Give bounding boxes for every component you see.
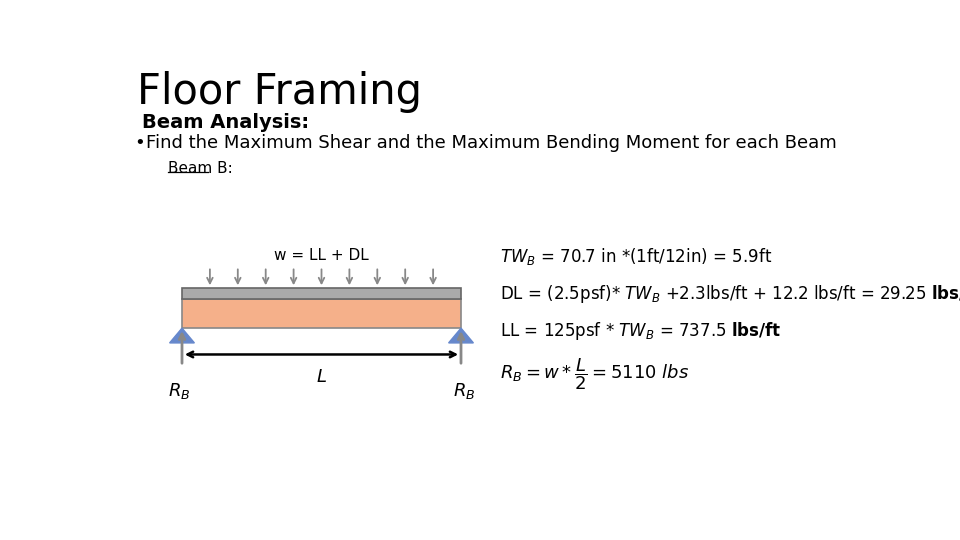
Text: Beam B:: Beam B: [168,161,233,176]
Text: $R_B = w * \dfrac{L}{2} = 5110 \ \it{lbs}$: $R_B = w * \dfrac{L}{2} = 5110 \ \it{lbs… [500,356,689,392]
Text: w = LL + DL: w = LL + DL [275,248,369,262]
Text: $TW_B$ = 70.7 in *(1ft/12in) = 5.9ft: $TW_B$ = 70.7 in *(1ft/12in) = 5.9ft [500,246,772,267]
Text: •: • [134,134,145,152]
Bar [182,299,461,328]
Text: Find the Maximum Shear and the Maximum Bending Moment for each Beam: Find the Maximum Shear and the Maximum B… [146,134,837,152]
Polygon shape [170,328,194,343]
Text: DL = (2.5psf)* $TW_B$ +2.3lbs/ft + 12.2 lbs/ft = 29.25 $\mathbf{lbs/ft}$: DL = (2.5psf)* $TW_B$ +2.3lbs/ft + 12.2 … [500,283,960,305]
Text: $R_B$: $R_B$ [453,381,475,401]
Text: LL = 125psf * $TW_B$ = 737.5 $\mathbf{lbs/ft}$: LL = 125psf * $TW_B$ = 737.5 $\mathbf{lb… [500,320,781,342]
Polygon shape [448,328,473,343]
Text: Beam Analysis:: Beam Analysis: [142,112,309,132]
Text: L: L [317,368,326,386]
Text: $R_B$: $R_B$ [168,381,190,401]
Text: Floor Framing: Floor Framing [137,71,422,113]
Bar [182,288,461,299]
